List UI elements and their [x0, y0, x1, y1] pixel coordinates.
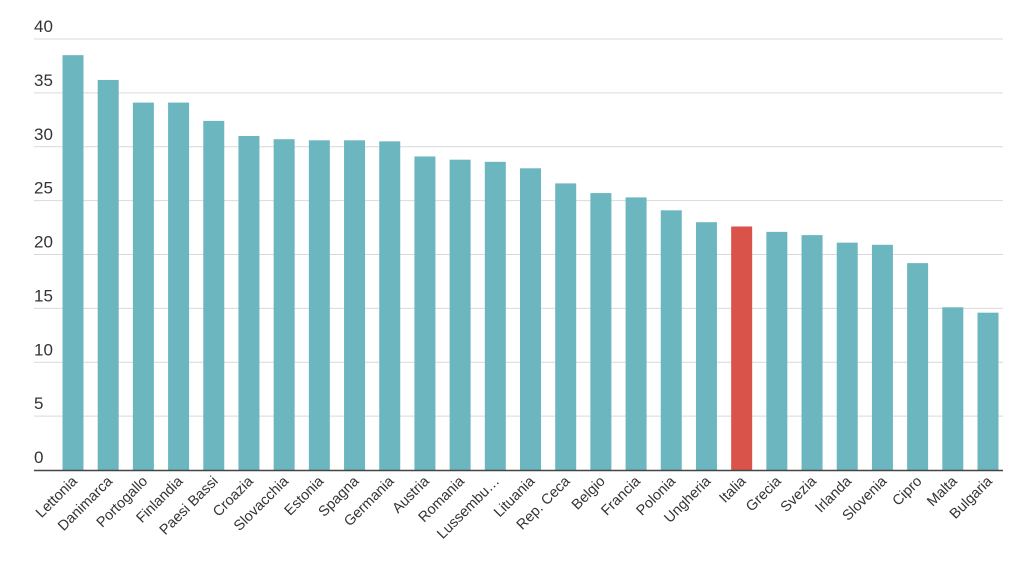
y-tick-label: 20: [34, 233, 53, 252]
bars-layer: [62, 55, 999, 471]
y-tick-label: 10: [34, 340, 53, 359]
bar-estonia: [308, 140, 330, 470]
bar-romania: [449, 159, 471, 470]
bar-slovenia: [871, 244, 893, 470]
y-tick-label: 0: [34, 448, 43, 467]
bar-bulgaria: [977, 312, 999, 470]
grid-layer: [34, 38, 1003, 417]
bar-malta: [942, 307, 964, 470]
y-tick-labels: 0 5 10 15 20 25 30 35 40: [34, 17, 53, 467]
bar-germania: [379, 141, 401, 471]
bar-polonia: [660, 210, 682, 470]
x-category-label: Grecia: [743, 473, 785, 515]
bar-finlandia: [168, 102, 190, 470]
bar-lituania: [520, 168, 541, 471]
x-category-label: Cipro: [890, 474, 926, 510]
bar-cipro: [907, 263, 929, 470]
bar-spagna: [344, 140, 366, 470]
bar-francia: [625, 197, 647, 470]
bar-portogallo: [132, 102, 154, 470]
bar-croazia: [238, 135, 260, 470]
y-tick-label: 40: [34, 17, 53, 36]
bar-ungheria: [695, 222, 717, 470]
bar-belgio: [590, 193, 612, 470]
y-tick-label: 5: [34, 394, 43, 413]
bar-danimarca: [97, 79, 119, 470]
bar-italia: [731, 226, 753, 470]
bar-lettonia: [62, 55, 84, 470]
x-category-labels: LettoniaDanimarcaPortogalloFinlandiaPaes…: [33, 473, 996, 543]
bar-lussembu: [484, 161, 506, 470]
bar-paesi-bassi: [203, 120, 225, 470]
y-tick-label: 25: [34, 179, 53, 198]
bar-irlanda: [836, 242, 858, 470]
bar-rep-ceca: [555, 183, 577, 470]
bar-svezia: [801, 235, 823, 470]
y-tick-label: 15: [34, 286, 53, 305]
y-tick-label: 35: [34, 71, 53, 90]
bar-grecia: [766, 231, 788, 470]
bar-slovacchia: [273, 139, 295, 470]
bar-austria: [414, 156, 436, 470]
y-tick-label: 30: [34, 125, 53, 144]
x-category-label: Svezia: [778, 473, 821, 516]
